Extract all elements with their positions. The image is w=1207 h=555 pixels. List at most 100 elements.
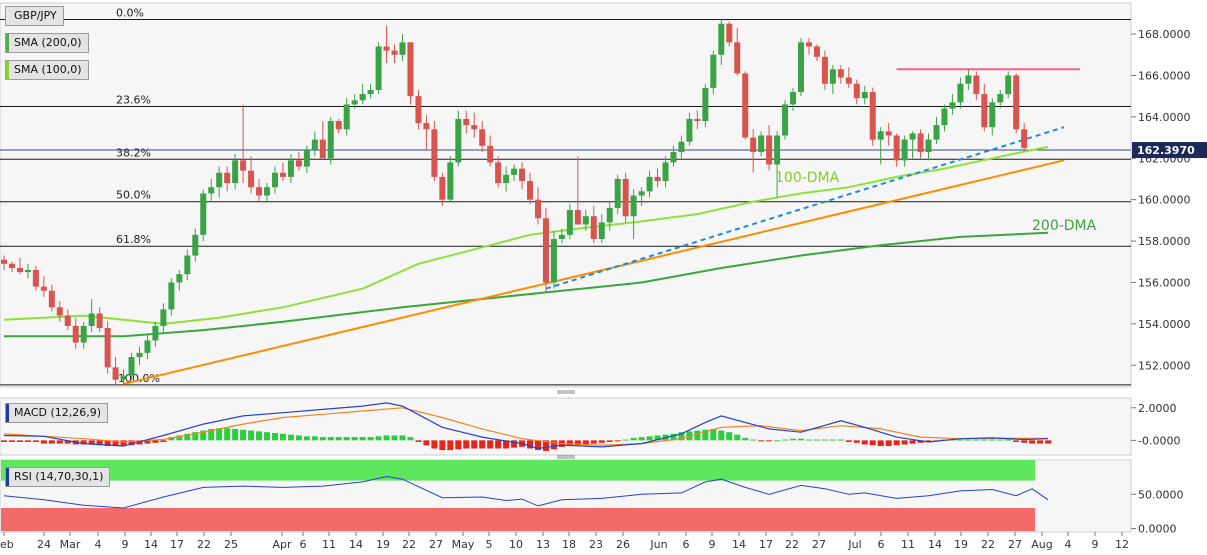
macd-histogram-bar (487, 440, 494, 449)
rsi-line (3, 475, 1049, 509)
macd-histogram-bar (766, 440, 773, 442)
x-tick-label: 14 (732, 538, 746, 551)
candle-body (399, 42, 406, 55)
macd-histogram-bar (821, 439, 828, 441)
macd-histogram-bar (128, 440, 135, 446)
candle-body (877, 131, 884, 140)
candle-body (248, 170, 255, 188)
macd-histogram-bar (415, 440, 422, 442)
macd-histogram-bar (104, 440, 111, 447)
candle-body (766, 135, 773, 165)
candle-body (782, 104, 789, 136)
macd-histogram-bar (734, 434, 741, 441)
candle-body (319, 139, 326, 159)
macd-histogram-bar (829, 439, 836, 441)
macd-histogram-bar (989, 439, 996, 441)
macd-histogram-bar (917, 440, 924, 443)
candle-body (192, 234, 199, 256)
candle-body (710, 54, 717, 88)
x-tick-label: 27 (1008, 538, 1022, 551)
macd-histogram-bar (534, 440, 541, 451)
fib-level-label: 50.0% (116, 189, 151, 202)
macd-histogram-bar (861, 440, 868, 445)
candle-body (582, 216, 589, 225)
macd-plot-area (0, 397, 1132, 456)
macd-histogram-bar (359, 437, 366, 441)
x-tick-label: 25 (224, 538, 238, 551)
candle-body (391, 50, 398, 55)
candle-body (80, 325, 87, 343)
x-tick-label: 11 (901, 538, 915, 551)
legend-macd[interactable]: MACD (12,26,9) (5, 403, 109, 423)
macd-histogram-bar (726, 432, 733, 441)
price-tick-label: 168.0000 (1138, 28, 1191, 41)
x-tick-label: Jun (649, 538, 667, 551)
candle-body (120, 375, 127, 380)
macd-tick-label: 2.0000 (1138, 402, 1177, 415)
macd-swatch (6, 404, 9, 422)
candle-body (64, 315, 71, 326)
candle-body (614, 178, 621, 208)
candle-body (1013, 75, 1020, 130)
macd-histogram-bar (32, 440, 39, 442)
candle-body (359, 94, 366, 101)
x-tick-label: Feb (0, 538, 14, 551)
fib-level-label: 61.8% (116, 233, 151, 246)
legend-macd-label: MACD (12,26,9) (14, 406, 102, 419)
candle-body (686, 118, 693, 142)
x-tick-label: 12 (1115, 538, 1129, 551)
macd-histogram-bar (56, 440, 63, 444)
candle-body (973, 75, 980, 95)
candle-body (813, 46, 820, 57)
candle-body (407, 42, 414, 97)
candle-body (343, 104, 350, 130)
candle-body (630, 195, 637, 217)
x-tick-label: May (452, 538, 475, 551)
sma200-swatch (6, 34, 9, 52)
legend-sma200[interactable]: SMA (200,0) (5, 33, 89, 53)
x-tick-label: 22 (197, 538, 211, 551)
legend-rsi[interactable]: RSI (14,70,30,1) (5, 467, 111, 487)
macd-histogram-bar (176, 435, 183, 441)
x-tick-label: 10 (509, 538, 523, 551)
candle-body (821, 56, 828, 84)
sma100-swatch (6, 61, 9, 79)
price-tick-label: 164.0000 (1138, 111, 1191, 124)
x-tick-label: 9 (709, 538, 716, 551)
macd-histogram-bar (973, 439, 980, 441)
support-solid-line (123, 159, 1065, 385)
macd-histogram-bar (351, 437, 358, 441)
macd-histogram-bar (367, 437, 374, 441)
x-tick-label: 4 (1065, 538, 1072, 551)
candle-body (511, 168, 518, 175)
candle-body (893, 135, 900, 161)
macd-histogram-bar (303, 436, 310, 441)
macd-histogram-bar (200, 430, 207, 441)
macd-histogram-bar (224, 428, 231, 441)
candle-body (208, 187, 215, 194)
candle-body (861, 92, 868, 99)
candle-body (104, 328, 111, 368)
candle-body (646, 176, 653, 192)
candle-body (447, 162, 454, 200)
candle-body (901, 139, 908, 161)
macd-histogram-bar (877, 440, 884, 447)
moving-averages (3, 145, 1049, 338)
macd-histogram-bar (678, 432, 685, 441)
macd-histogram-bar (574, 440, 581, 446)
candle-body (997, 94, 1004, 103)
rsi-panel: 50.0000 0.0000 (1, 460, 1184, 536)
macd-histogram-bar (511, 440, 518, 448)
macd-histogram-bar (479, 440, 486, 449)
macd-histogram-bar (550, 440, 557, 450)
legend-sma100[interactable]: SMA (100,0) (5, 60, 89, 80)
macd-histogram-bar (598, 440, 605, 443)
legend-sma200-label: SMA (200,0) (14, 36, 82, 49)
candle-body (925, 139, 932, 153)
rsi-tick-label: 50.0000 (1138, 488, 1184, 501)
legend-symbol[interactable]: GBP/JPY (5, 6, 64, 26)
macd-histogram-bar (96, 440, 103, 446)
legend-symbol-label: GBP/JPY (14, 9, 57, 22)
macd-histogram-bar (869, 440, 876, 446)
candle-body (734, 42, 741, 74)
